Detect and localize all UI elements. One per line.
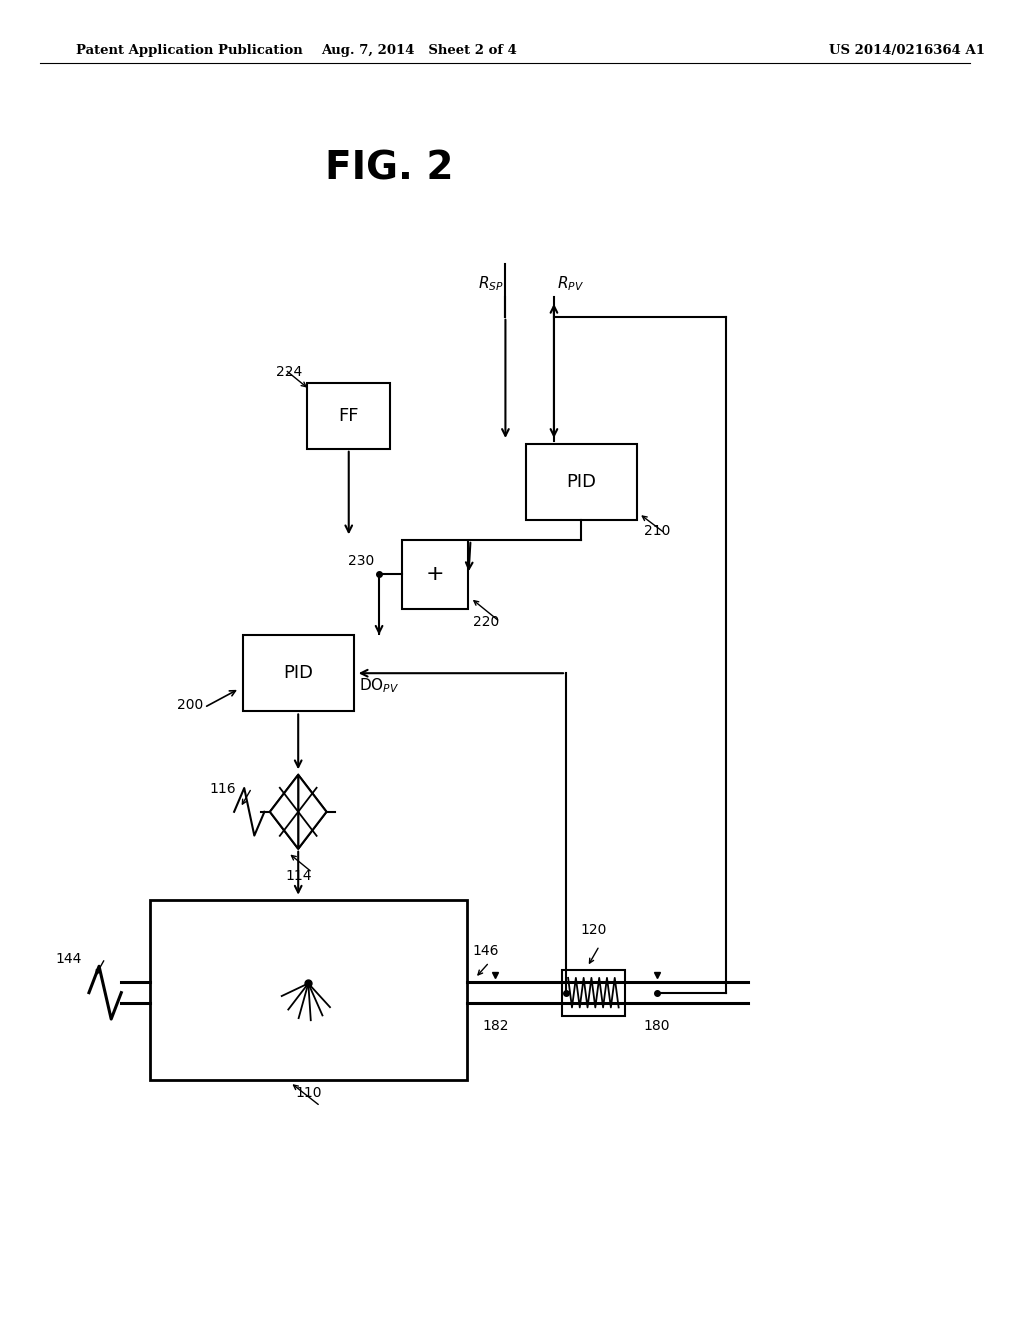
Bar [307,383,390,449]
Bar [243,635,354,711]
Text: PID: PID [566,473,596,491]
Text: 230: 230 [348,553,374,568]
Polygon shape [298,775,327,849]
Text: 110: 110 [295,1086,322,1101]
Text: 180: 180 [644,1019,671,1034]
Text: 210: 210 [644,524,671,539]
Text: 182: 182 [482,1019,509,1034]
Bar [525,444,637,520]
Bar [562,969,625,1016]
Text: FIG. 2: FIG. 2 [325,150,454,187]
Text: PID: PID [284,664,313,682]
Text: 220: 220 [472,615,499,630]
Text: 200: 200 [177,698,203,711]
Text: $R_{SP}$: $R_{SP}$ [477,275,504,293]
Text: 224: 224 [276,364,302,379]
Text: DO$_{PV}$: DO$_{PV}$ [358,676,399,694]
Text: 146: 146 [472,944,499,958]
Text: $R_{PV}$: $R_{PV}$ [557,275,584,293]
Text: Patent Application Publication: Patent Application Publication [76,44,302,57]
Text: 144: 144 [55,952,82,966]
Text: 120: 120 [581,923,606,937]
Text: Aug. 7, 2014   Sheet 2 of 4: Aug. 7, 2014 Sheet 2 of 4 [322,44,517,57]
Polygon shape [270,775,298,849]
Bar [401,540,468,609]
Text: FF: FF [339,407,359,425]
Text: US 2014/0216364 A1: US 2014/0216364 A1 [828,44,985,57]
Text: +: + [425,564,444,585]
Bar [150,900,467,1080]
Text: 114: 114 [285,869,311,883]
Text: 116: 116 [209,781,236,796]
